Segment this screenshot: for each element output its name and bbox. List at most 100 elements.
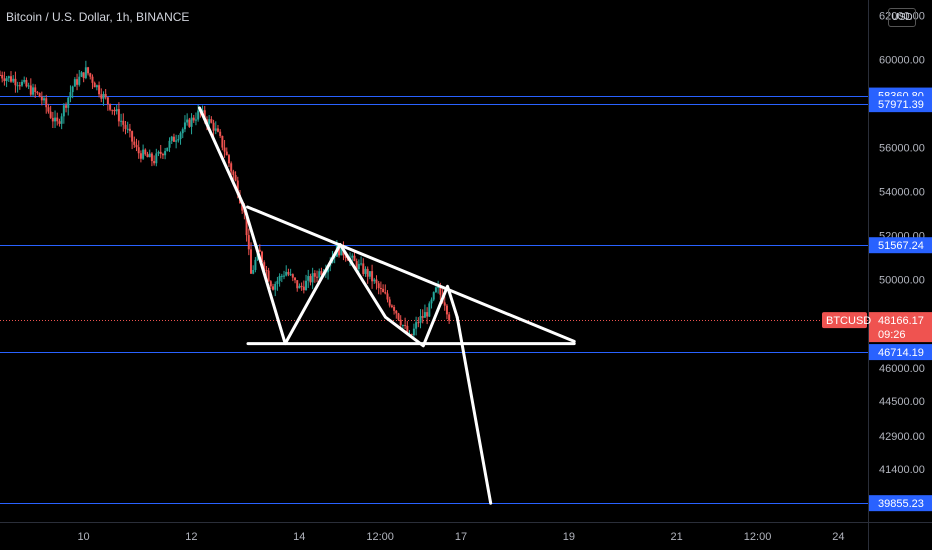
candle-body [0,74,1,76]
price-tick-label: 62000.00 [879,10,925,22]
time-tick-label: 12:00 [744,531,772,543]
candle-body [126,128,129,130]
candle-body [298,285,301,289]
symbol-tag-label: BTCUSD [826,315,871,327]
price-tick-label: 46000.00 [879,363,925,375]
candle-body [98,85,101,95]
drawing-lines[interactable] [198,106,576,505]
candle-body [430,299,433,304]
candle-body [21,81,24,86]
candle-body [164,151,167,156]
candle-body [210,119,213,123]
candle-body [366,268,369,277]
price-axis[interactable]: 62000.0060000.0056000.0054000.0052000.00… [868,0,932,550]
candle-body [82,72,85,79]
level-price-tag-label: 39855.23 [878,498,924,510]
candle-body [393,307,396,311]
level-price-tag-label: 51567.24 [878,240,924,252]
last-price-tag-background [869,312,932,343]
candle-body [172,136,175,142]
candle-body [247,235,250,250]
candle-body [344,255,347,259]
level-price-tag-background [869,237,932,254]
candle-body [252,270,255,274]
candle-body [56,117,59,122]
candle-body [219,131,222,136]
candle-body [265,270,268,272]
candle-body [45,98,48,108]
candle-body [276,280,279,284]
candle-body [384,292,387,294]
candle-body [278,276,281,281]
candle-body [194,119,197,121]
candle-body [434,287,437,293]
candle-body [274,283,277,290]
candle-body [432,292,435,300]
candle-body [150,153,153,162]
candle-body [309,276,312,283]
candle-body [404,325,407,327]
candle-body [89,73,92,77]
candle-body [144,149,147,155]
candle-body [54,117,57,122]
candle-body [236,180,239,195]
candle-body [203,110,206,120]
candle-body [106,97,109,105]
candle-body [417,322,420,324]
candle-body [93,82,96,88]
candle-body [245,212,248,236]
candlesticks [0,60,451,337]
candle-body [47,107,50,112]
price-tick-label: 56000.00 [879,143,925,155]
candle-body [111,109,114,111]
candle-body [428,303,431,317]
candle-body [159,151,162,155]
time-tick-label: 19 [563,531,575,543]
candle-body [230,163,233,172]
candle-body [139,153,142,159]
candle-body [401,325,404,327]
candle-body [87,67,90,74]
candle-body [353,255,356,262]
candle-body [120,120,123,122]
symbol-title[interactable]: Bitcoin / U.S. Dollar, 1h, BINANCE [6,10,190,24]
candle-body [368,271,371,277]
candle-body [168,140,171,148]
candle-body [69,92,72,98]
price-tick-label: 60000.00 [879,54,925,66]
time-tick-label: 12:00 [366,531,394,543]
currency-badge[interactable]: USD [888,8,916,27]
candle-body [227,155,230,164]
candle-body [104,93,107,98]
time-axis[interactable]: 10 12 14 12:00 17 19 21 12:00 24 [0,522,932,550]
candle-body [419,316,422,323]
candle-body [388,299,391,306]
candle-body [338,245,341,256]
candle-body [421,316,424,318]
candle-body [448,314,451,321]
price-tick-label: 42900.00 [879,431,925,443]
candle-body [137,147,140,154]
candle-body [289,274,292,276]
level-price-tag-background [869,96,932,113]
candle-body [212,122,215,131]
candle-body [313,273,316,277]
candle-body [373,279,376,282]
last-price-tag-label: 48166.17 [878,315,924,327]
candle-body [133,141,136,145]
candle-body [58,121,61,124]
triangle-upper-trendline [246,205,576,343]
candle-body [225,151,228,156]
candle-body [340,245,343,256]
candle-body [67,97,70,108]
candle-body [5,78,8,82]
candle-body [38,93,41,97]
candle-body [49,111,52,118]
candle-body [375,279,378,284]
time-tick-label: 12 [185,531,197,543]
candle-body [258,249,261,252]
time-tick-label: 10 [77,531,89,543]
candle-body [43,98,46,101]
